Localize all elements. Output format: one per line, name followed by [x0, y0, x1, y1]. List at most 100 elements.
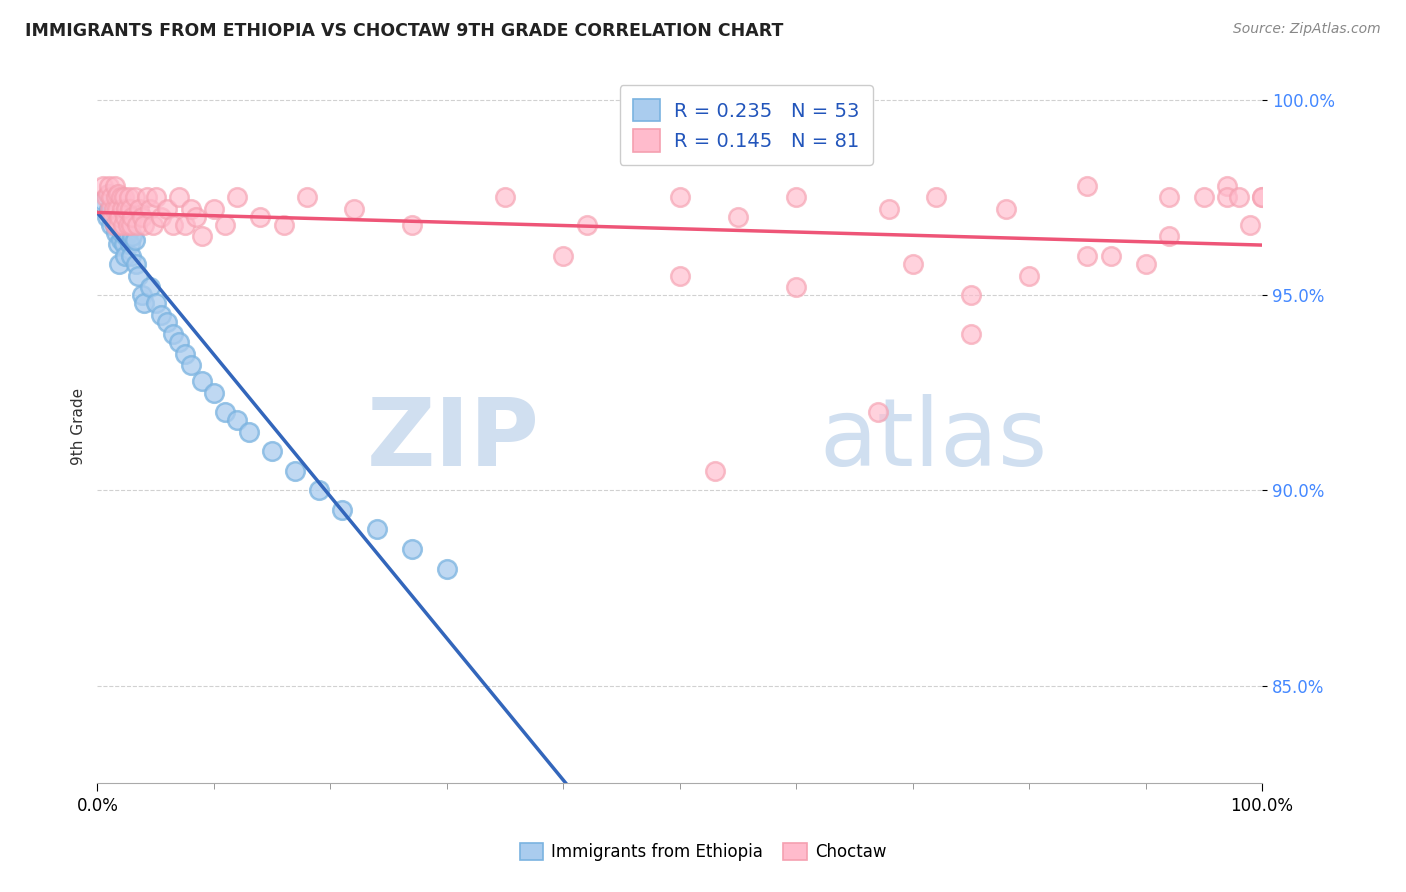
Point [260, 444, 283, 458]
Point [117, 218, 139, 232]
Point [139, 202, 162, 216]
Point [100, 218, 122, 232]
Point [111, 218, 134, 232]
Point [180, 359, 202, 373]
Point [1157, 229, 1180, 244]
Point [124, 234, 146, 248]
Point [114, 210, 136, 224]
Point [703, 464, 725, 478]
Point [226, 413, 249, 427]
Point [214, 405, 236, 419]
Point [960, 288, 983, 302]
Point [107, 194, 129, 209]
Point [1076, 178, 1098, 193]
Point [1018, 268, 1040, 283]
Point [994, 202, 1017, 216]
Point [173, 218, 195, 232]
Point [401, 541, 423, 556]
Point [118, 237, 141, 252]
Point [104, 218, 127, 232]
Point [118, 190, 141, 204]
Point [214, 218, 236, 232]
Point [94, 190, 117, 204]
Legend: Immigrants from Ethiopia, Choctaw: Immigrants from Ethiopia, Choctaw [513, 836, 893, 868]
Point [575, 218, 598, 232]
Point [180, 202, 202, 216]
Point [249, 210, 271, 224]
Y-axis label: 9th Grade: 9th Grade [72, 387, 86, 465]
Point [132, 218, 155, 232]
Point [668, 190, 690, 204]
Point [901, 257, 924, 271]
Point [101, 210, 124, 224]
Point [125, 257, 148, 271]
Point [150, 308, 173, 322]
Point [131, 210, 153, 224]
Legend: R = 0.235   N = 53, R = 0.145   N = 81: R = 0.235 N = 53, R = 0.145 N = 81 [620, 86, 873, 165]
Point [110, 234, 132, 248]
Point [96, 210, 118, 224]
Point [167, 334, 190, 349]
Text: Source: ZipAtlas.com: Source: ZipAtlas.com [1233, 22, 1381, 37]
Point [145, 296, 167, 310]
Point [1239, 218, 1261, 232]
Point [1251, 190, 1274, 204]
Point [436, 561, 458, 575]
Point [98, 202, 121, 216]
Point [115, 202, 138, 216]
Point [284, 464, 307, 478]
Text: IMMIGRANTS FROM ETHIOPIA VS CHOCTAW 9TH GRADE CORRELATION CHART: IMMIGRANTS FROM ETHIOPIA VS CHOCTAW 9TH … [25, 22, 783, 40]
Point [117, 226, 139, 240]
Point [1076, 249, 1098, 263]
Point [1157, 190, 1180, 204]
Point [785, 190, 807, 204]
Point [142, 218, 165, 232]
Text: atlas: atlas [820, 394, 1047, 486]
Point [330, 503, 353, 517]
Point [120, 218, 142, 232]
Point [112, 190, 135, 204]
Point [121, 229, 143, 244]
Point [295, 190, 318, 204]
Point [91, 194, 114, 209]
Point [1216, 178, 1239, 193]
Point [107, 186, 129, 201]
Point [107, 237, 129, 252]
Point [100, 202, 122, 216]
Point [104, 202, 127, 216]
Point [111, 218, 134, 232]
Point [1192, 190, 1215, 204]
Point [110, 206, 132, 220]
Point [98, 202, 121, 216]
Point [103, 202, 125, 216]
Point [494, 190, 516, 204]
Point [136, 190, 159, 204]
Point [1227, 190, 1250, 204]
Point [785, 280, 807, 294]
Point [118, 202, 141, 216]
Point [139, 280, 162, 294]
Point [1135, 257, 1157, 271]
Point [879, 202, 901, 216]
Point [866, 405, 889, 419]
Point [104, 226, 127, 240]
Point [91, 178, 114, 193]
Point [111, 202, 134, 216]
Point [150, 210, 173, 224]
Point [103, 210, 125, 224]
Point [273, 218, 295, 232]
Point [104, 190, 127, 204]
Point [105, 218, 128, 232]
Point [191, 374, 214, 388]
Point [104, 218, 127, 232]
Point [238, 425, 260, 439]
Point [108, 257, 131, 271]
Point [124, 190, 146, 204]
Point [108, 210, 131, 224]
Point [120, 249, 142, 263]
Point [727, 210, 749, 224]
Point [104, 190, 127, 204]
Point [173, 346, 195, 360]
Point [202, 202, 225, 216]
Point [553, 249, 575, 263]
